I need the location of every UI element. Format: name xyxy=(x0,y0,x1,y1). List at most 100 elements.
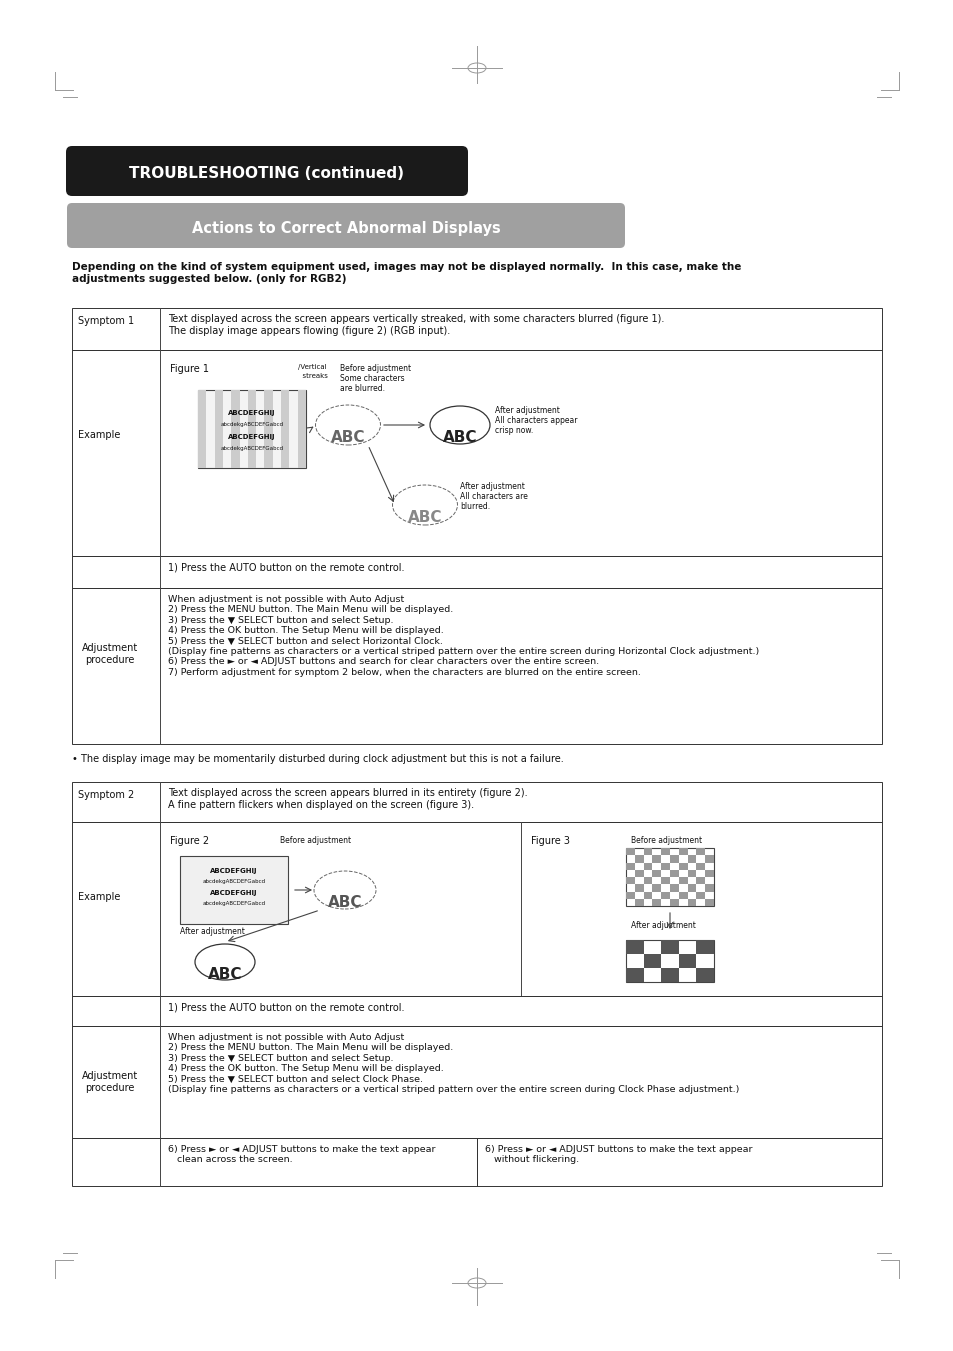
Bar xyxy=(625,969,643,982)
Bar xyxy=(704,855,713,862)
Bar xyxy=(687,885,696,892)
Bar xyxy=(625,940,643,954)
Text: /Vertical: /Vertical xyxy=(297,363,326,370)
Text: Before adjustment: Before adjustment xyxy=(630,836,701,844)
Text: 6) Press ► or ◄ ADJUST buttons to make the text appear
   clean across the scree: 6) Press ► or ◄ ADJUST buttons to make t… xyxy=(168,1146,435,1165)
Bar xyxy=(625,892,634,898)
Text: abcdekgABCDEFGabcd: abcdekgABCDEFGabcd xyxy=(220,446,283,451)
Text: ABC: ABC xyxy=(407,509,442,526)
Bar xyxy=(634,855,643,862)
Text: Actions to Correct Abnormal Displays: Actions to Correct Abnormal Displays xyxy=(192,220,500,235)
Bar xyxy=(696,862,704,870)
Bar xyxy=(704,885,713,892)
Bar xyxy=(625,848,713,907)
Bar xyxy=(71,996,882,1025)
Text: ABC: ABC xyxy=(208,967,242,982)
Bar xyxy=(643,877,652,885)
Bar xyxy=(696,969,713,982)
Bar xyxy=(198,390,306,467)
Bar xyxy=(643,848,652,855)
Bar xyxy=(704,870,713,877)
Bar xyxy=(180,857,288,924)
Bar xyxy=(634,885,643,892)
Text: Text displayed across the screen appears vertically streaked, with some characte: Text displayed across the screen appears… xyxy=(168,313,663,335)
Text: ABCDEFGHIJ: ABCDEFGHIJ xyxy=(228,409,275,416)
Bar xyxy=(625,940,713,982)
Text: 1) Press the AUTO button on the remote control.: 1) Press the AUTO button on the remote c… xyxy=(168,563,404,573)
Text: Adjustment
procedure: Adjustment procedure xyxy=(82,1071,138,1093)
Bar xyxy=(669,870,679,877)
Bar xyxy=(679,954,696,969)
Text: TROUBLESHOOTING (continued): TROUBLESHOOTING (continued) xyxy=(130,166,404,181)
Bar xyxy=(660,848,669,855)
Text: Adjustment
procedure: Adjustment procedure xyxy=(82,643,138,665)
Text: Before adjustment: Before adjustment xyxy=(280,836,351,844)
Text: Symptom 1: Symptom 1 xyxy=(78,316,134,326)
Bar xyxy=(660,877,669,885)
Bar xyxy=(660,940,679,954)
Bar xyxy=(71,350,882,557)
Bar xyxy=(696,892,704,898)
Text: 6) Press ► or ◄ ADJUST buttons to make the text appear
   without flickering.: 6) Press ► or ◄ ADJUST buttons to make t… xyxy=(484,1146,752,1165)
Bar xyxy=(643,892,652,898)
Text: ABC: ABC xyxy=(328,894,362,911)
FancyBboxPatch shape xyxy=(66,146,468,196)
Text: 1) Press the AUTO button on the remote control.: 1) Press the AUTO button on the remote c… xyxy=(168,1002,404,1013)
Bar xyxy=(696,877,704,885)
Bar xyxy=(634,870,643,877)
Text: streaks: streaks xyxy=(297,373,328,380)
Bar xyxy=(669,885,679,892)
Text: Symptom 2: Symptom 2 xyxy=(78,790,134,800)
Text: ABCDEFGHIJ: ABCDEFGHIJ xyxy=(210,890,257,896)
Bar xyxy=(71,782,882,821)
Bar xyxy=(679,892,687,898)
Text: After adjustment: After adjustment xyxy=(495,407,559,415)
Text: Text displayed across the screen appears blurred in its entirety (figure 2).
A f: Text displayed across the screen appears… xyxy=(168,788,527,809)
Text: ABC: ABC xyxy=(442,430,476,444)
Bar xyxy=(679,848,687,855)
Bar xyxy=(71,1138,476,1186)
Text: blurred.: blurred. xyxy=(459,503,490,511)
Bar xyxy=(264,390,273,467)
Text: abcdekgABCDEFGabcd: abcdekgABCDEFGabcd xyxy=(220,422,283,427)
Bar xyxy=(634,898,643,907)
Text: Example: Example xyxy=(78,430,120,440)
Bar xyxy=(696,940,713,954)
Text: abcdekgABCDEFGabcd: abcdekgABCDEFGabcd xyxy=(202,880,265,884)
Bar xyxy=(660,892,669,898)
Bar xyxy=(679,862,687,870)
Text: Before adjustment: Before adjustment xyxy=(339,363,411,373)
Text: All characters are: All characters are xyxy=(459,492,527,501)
Bar xyxy=(687,870,696,877)
Bar xyxy=(214,390,223,467)
Text: Figure 1: Figure 1 xyxy=(170,363,209,374)
Bar xyxy=(669,898,679,907)
Text: After adjustment: After adjustment xyxy=(180,927,245,936)
Text: Example: Example xyxy=(78,892,120,902)
Bar xyxy=(687,898,696,907)
Text: After adjustment: After adjustment xyxy=(459,482,524,490)
Bar xyxy=(476,1138,882,1186)
Bar xyxy=(652,898,660,907)
Bar xyxy=(660,862,669,870)
Bar xyxy=(643,954,660,969)
Text: are blurred.: are blurred. xyxy=(339,384,385,393)
Bar xyxy=(660,969,679,982)
Bar xyxy=(625,862,634,870)
Bar xyxy=(231,390,239,467)
Bar xyxy=(652,870,660,877)
Text: Depending on the kind of system equipment used, images may not be displayed norm: Depending on the kind of system equipmen… xyxy=(71,262,740,284)
Bar xyxy=(71,557,882,588)
Text: After adjustment: After adjustment xyxy=(630,921,695,929)
Bar xyxy=(297,390,306,467)
Bar xyxy=(652,885,660,892)
Bar xyxy=(71,1025,882,1138)
Text: When adjustment is not possible with Auto Adjust
2) Press the MENU button. The M: When adjustment is not possible with Aut… xyxy=(168,594,759,677)
Bar xyxy=(281,390,289,467)
Bar xyxy=(652,855,660,862)
Text: Some characters: Some characters xyxy=(339,374,404,382)
Text: Figure 3: Figure 3 xyxy=(531,836,569,846)
Bar xyxy=(625,848,634,855)
Bar xyxy=(71,588,882,744)
Text: crisp now.: crisp now. xyxy=(495,426,533,435)
